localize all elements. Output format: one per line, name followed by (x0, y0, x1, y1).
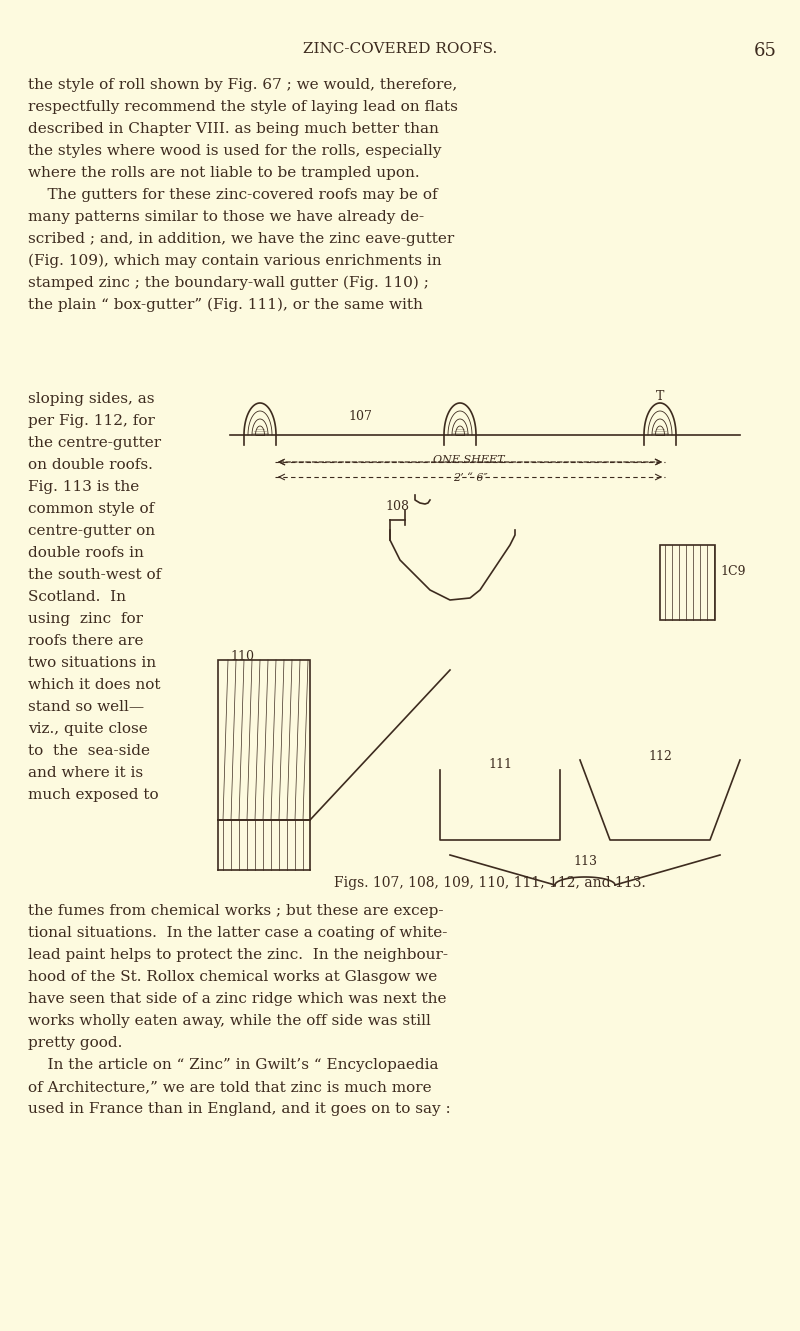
Text: Figs. 107, 108, 109, 110, 111, 112, and 113.: Figs. 107, 108, 109, 110, 111, 112, and … (334, 876, 646, 890)
Text: common style of: common style of (28, 502, 154, 516)
Text: the style of roll shown by Fig. 67 ; we would, therefore,: the style of roll shown by Fig. 67 ; we … (28, 79, 458, 92)
Text: stand so well—: stand so well— (28, 700, 144, 713)
Text: works wholly eaten away, while the off side was still: works wholly eaten away, while the off s… (28, 1014, 431, 1028)
Text: (Fig. 109), which may contain various enrichments in: (Fig. 109), which may contain various en… (28, 254, 442, 269)
Text: described in Chapter VIII. as being much better than: described in Chapter VIII. as being much… (28, 122, 439, 136)
Text: viz., quite close: viz., quite close (28, 721, 148, 736)
Text: centre-gutter on: centre-gutter on (28, 524, 155, 538)
Text: used in France than in England, and it goes on to say :: used in France than in England, and it g… (28, 1102, 450, 1115)
Text: on double roofs.: on double roofs. (28, 458, 153, 473)
Text: 2’ “ 6″: 2’ “ 6″ (453, 473, 487, 483)
Text: Fig. 113 is the: Fig. 113 is the (28, 480, 139, 494)
Text: have seen that side of a zinc ridge which was next the: have seen that side of a zinc ridge whic… (28, 992, 446, 1006)
Text: double roofs in: double roofs in (28, 546, 144, 560)
Text: The gutters for these zinc-covered roofs may be of: The gutters for these zinc-covered roofs… (28, 188, 438, 202)
Text: the south-west of: the south-west of (28, 568, 162, 582)
Text: where the rolls are not liable to be trampled upon.: where the rolls are not liable to be tra… (28, 166, 420, 180)
Text: roofs there are: roofs there are (28, 634, 143, 648)
Text: of Architecture,” we are told that zinc is much more: of Architecture,” we are told that zinc … (28, 1079, 432, 1094)
Text: Scotland.  In: Scotland. In (28, 590, 126, 604)
Text: respectfully recommend the style of laying lead on flats: respectfully recommend the style of layi… (28, 100, 458, 114)
Text: sloping sides, as: sloping sides, as (28, 393, 154, 406)
Text: 111: 111 (488, 757, 512, 771)
Text: the fumes from chemical works ; but these are excep-: the fumes from chemical works ; but thes… (28, 904, 443, 918)
Text: the styles where wood is used for the rolls, especially: the styles where wood is used for the ro… (28, 144, 442, 158)
Text: In the article on “ Zinc” in Gwilt’s “ Encyclopaedia: In the article on “ Zinc” in Gwilt’s “ E… (28, 1058, 438, 1071)
Text: to  the  sea-side: to the sea-side (28, 744, 150, 757)
Text: pretty good.: pretty good. (28, 1036, 122, 1050)
Text: the centre-gutter: the centre-gutter (28, 437, 161, 450)
Text: ONE SHEET.: ONE SHEET. (434, 455, 506, 465)
Text: many patterns similar to those we have already de-: many patterns similar to those we have a… (28, 210, 424, 224)
Text: 112: 112 (648, 749, 672, 763)
Text: which it does not: which it does not (28, 677, 161, 692)
Text: stamped zinc ; the boundary-wall gutter (Fig. 110) ;: stamped zinc ; the boundary-wall gutter … (28, 276, 429, 290)
Text: using  zinc  for: using zinc for (28, 612, 143, 626)
Text: 108: 108 (385, 500, 409, 512)
Text: 1C9: 1C9 (720, 564, 746, 578)
Text: 65: 65 (754, 43, 777, 60)
Text: ZINC-COVERED ROOFS.: ZINC-COVERED ROOFS. (303, 43, 497, 56)
Text: T: T (656, 390, 664, 403)
Text: and where it is: and where it is (28, 767, 143, 780)
Text: much exposed to: much exposed to (28, 788, 158, 803)
Text: per Fig. 112, for: per Fig. 112, for (28, 414, 155, 429)
Text: 113: 113 (573, 855, 597, 868)
Text: the plain “ box-gutter” (Fig. 111), or the same with: the plain “ box-gutter” (Fig. 111), or t… (28, 298, 423, 313)
Text: 110: 110 (230, 650, 254, 663)
Text: lead paint helps to protect the zinc.  In the neighbour-: lead paint helps to protect the zinc. In… (28, 948, 448, 962)
Text: tional situations.  In the latter case a coating of white-: tional situations. In the latter case a … (28, 926, 447, 940)
Text: hood of the St. Rollox chemical works at Glasgow we: hood of the St. Rollox chemical works at… (28, 970, 438, 984)
Text: 107: 107 (348, 410, 372, 423)
Text: two situations in: two situations in (28, 656, 156, 669)
Text: scribed ; and, in addition, we have the zinc eave-gutter: scribed ; and, in addition, we have the … (28, 232, 454, 246)
